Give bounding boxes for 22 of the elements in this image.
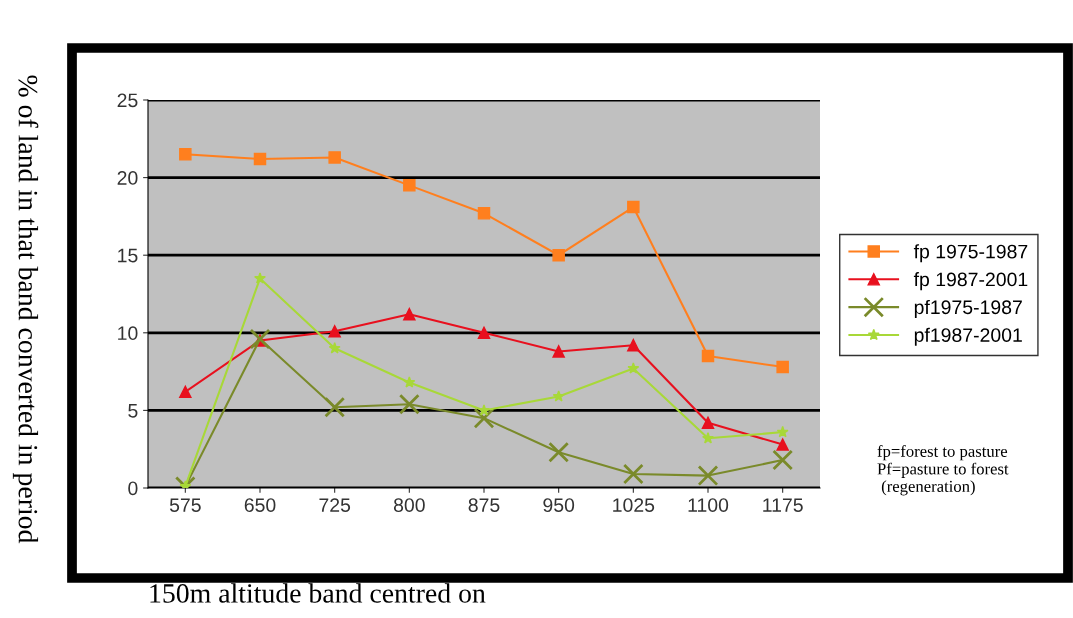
x-tick-label: 800 — [393, 498, 425, 512]
legend-label: pf1975-1987 — [914, 299, 1022, 318]
legend-label: fp 1987-2001 — [913, 272, 1028, 291]
legend-label: pf1987-2001 — [914, 327, 1022, 346]
y-tick-label: 10 — [118, 326, 138, 341]
y-tick-label: 25 — [117, 93, 138, 108]
y-tick-label: 20 — [117, 171, 138, 185]
y-tick-label: 15 — [118, 248, 138, 263]
x-tick-label: 650 — [244, 498, 276, 512]
x-tick-label: 1175 — [763, 498, 803, 512]
x-tick-label: 1025 — [613, 498, 655, 512]
x-tick-label: 575 — [169, 498, 201, 512]
legend-label: fp 1975-1987 — [913, 244, 1028, 263]
y-tick-label: 5 — [128, 404, 138, 418]
y-axis-title: % of land in that band converted in period — [12, 75, 39, 544]
x-tick-label: 875 — [468, 498, 500, 512]
x-axis-title: 150m altitude band centred on — [150, 583, 486, 603]
text: fp=forest to pasture Pf=pasture to forest (regeneration) — [877, 445, 1009, 496]
x-tick-label: 950 — [543, 498, 575, 512]
y-tick-label: 0 — [128, 481, 138, 496]
x-tick-label: 725 — [319, 498, 351, 512]
x-tick-label: 1100 — [688, 498, 729, 512]
